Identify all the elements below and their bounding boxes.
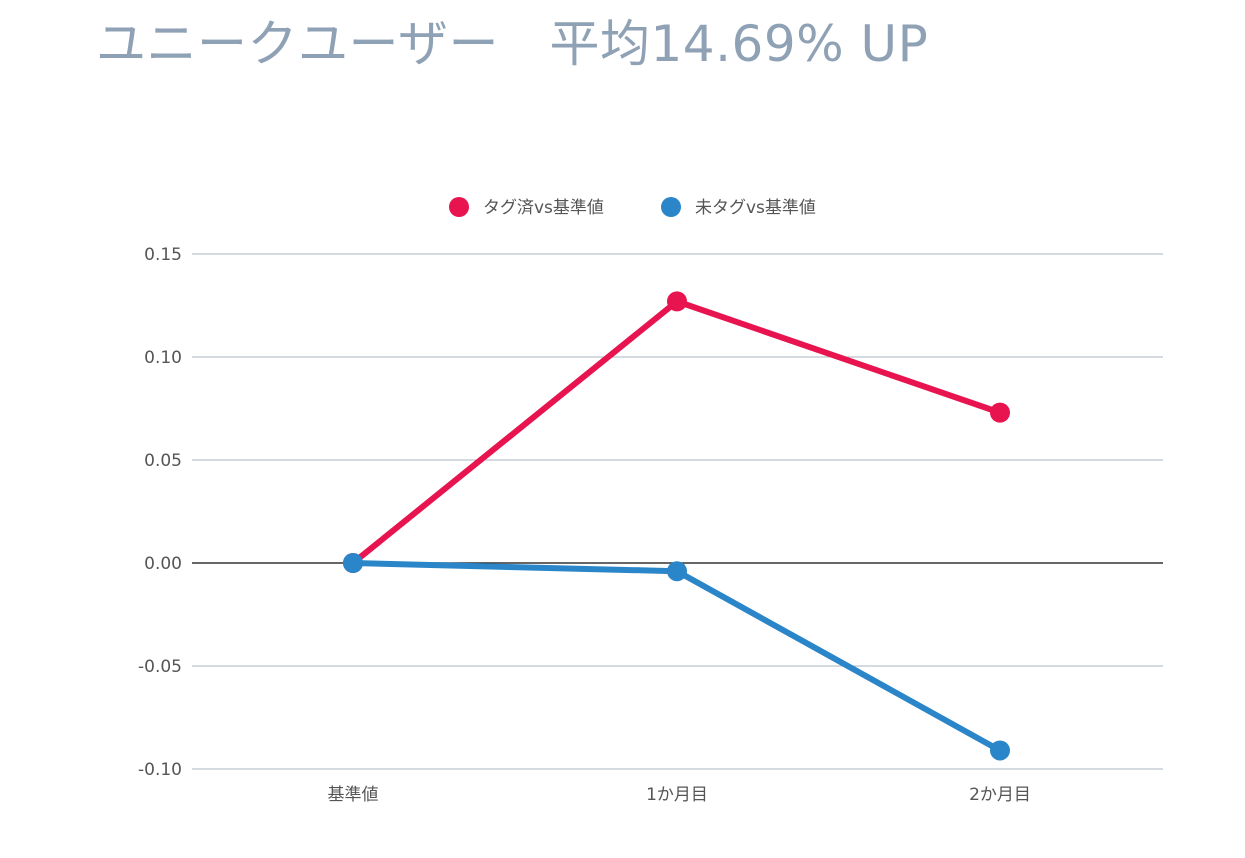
series-1 [343,291,1010,573]
y-tick-label: 0.10 [144,348,182,368]
y-tick-label: -0.10 [138,760,182,780]
x-axis-categories: 基準値 1か月目 2か月目 [328,785,1031,805]
series-2 [343,553,1010,761]
data-point [343,553,363,573]
page-title: ユニークユーザー 平均14.69% UP [96,15,929,73]
y-tick-label: 0.00 [144,554,182,574]
series-layer [343,291,1010,761]
grid-layer [192,253,1163,770]
legend-marker [661,197,681,217]
y-axis-ticks: 0.15 0.10 0.05 0.00 -0.05 -0.10 [138,245,182,780]
y-tick-label: 0.15 [144,245,182,265]
x-category-label: 2か月目 [969,785,1031,805]
legend: タグ済vs基準値 未タグvs基準値 [449,197,816,218]
y-tick-label: 0.05 [144,451,182,471]
data-point [990,402,1010,423]
x-category-label: 1か月目 [646,785,708,805]
legend-marker [449,197,469,217]
y-tick-label: -0.05 [138,657,182,677]
series-line [350,298,1003,566]
legend-label: 未タグvs基準値 [695,198,816,218]
legend-label: タグ済vs基準値 [483,198,604,218]
legend-item: 未タグvs基準値 [661,197,816,218]
legend-item: タグ済vs基準値 [449,197,604,218]
x-category-label: 基準値 [328,785,379,805]
data-point [990,740,1010,761]
series-line [350,560,1003,754]
data-point [667,561,687,582]
data-point [667,291,687,312]
